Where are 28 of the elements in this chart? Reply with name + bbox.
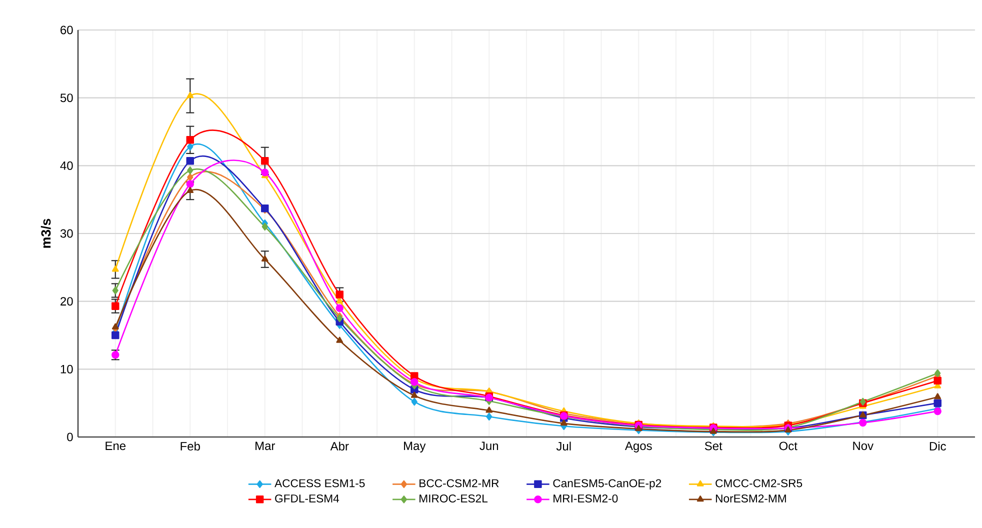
y-tick-label: 0 <box>67 432 73 442</box>
legend-label: CMCC-CM2-SR5 <box>716 479 802 488</box>
legend-label: MRI-ESM2-0 <box>554 494 618 502</box>
x-tick-label: Jun <box>480 442 498 450</box>
legend-label: NorESM2-MM <box>716 494 786 502</box>
x-tick-label: Feb <box>180 442 200 451</box>
y-axis-title: m3/s <box>40 218 51 248</box>
x-tick-label: Jul <box>556 442 571 451</box>
legend-label: CanESM5-CanOE-p2 <box>553 479 662 490</box>
x-tick-label: Abr <box>330 442 349 451</box>
x-tick-label: Agos <box>624 442 652 452</box>
y-tick-label: 30 <box>60 229 73 238</box>
x-tick-label: Set <box>704 442 722 450</box>
legend-label: MIROC-ES2L <box>420 494 488 502</box>
y-tick-label: 20 <box>60 297 73 306</box>
x-tick-label: Mar <box>256 442 276 450</box>
x-tick-label: Oct <box>779 442 798 450</box>
x-tick-label: Ene <box>106 442 126 450</box>
y-tick-label: 50 <box>60 94 73 102</box>
legend-label: BCC-CSM2-MR <box>420 479 499 488</box>
y-tick-label: 10 <box>60 364 73 374</box>
x-tick-label: May <box>404 442 426 452</box>
y-tick-label: 60 <box>60 26 73 34</box>
legend-label: GFDL-ESM4 <box>275 494 340 502</box>
x-tick-label: Dic <box>930 442 946 451</box>
x-tick-label: Nov <box>853 442 874 450</box>
legend-label: ACCESS ESM1-5 <box>274 479 365 488</box>
y-tick-label: 40 <box>60 161 73 170</box>
